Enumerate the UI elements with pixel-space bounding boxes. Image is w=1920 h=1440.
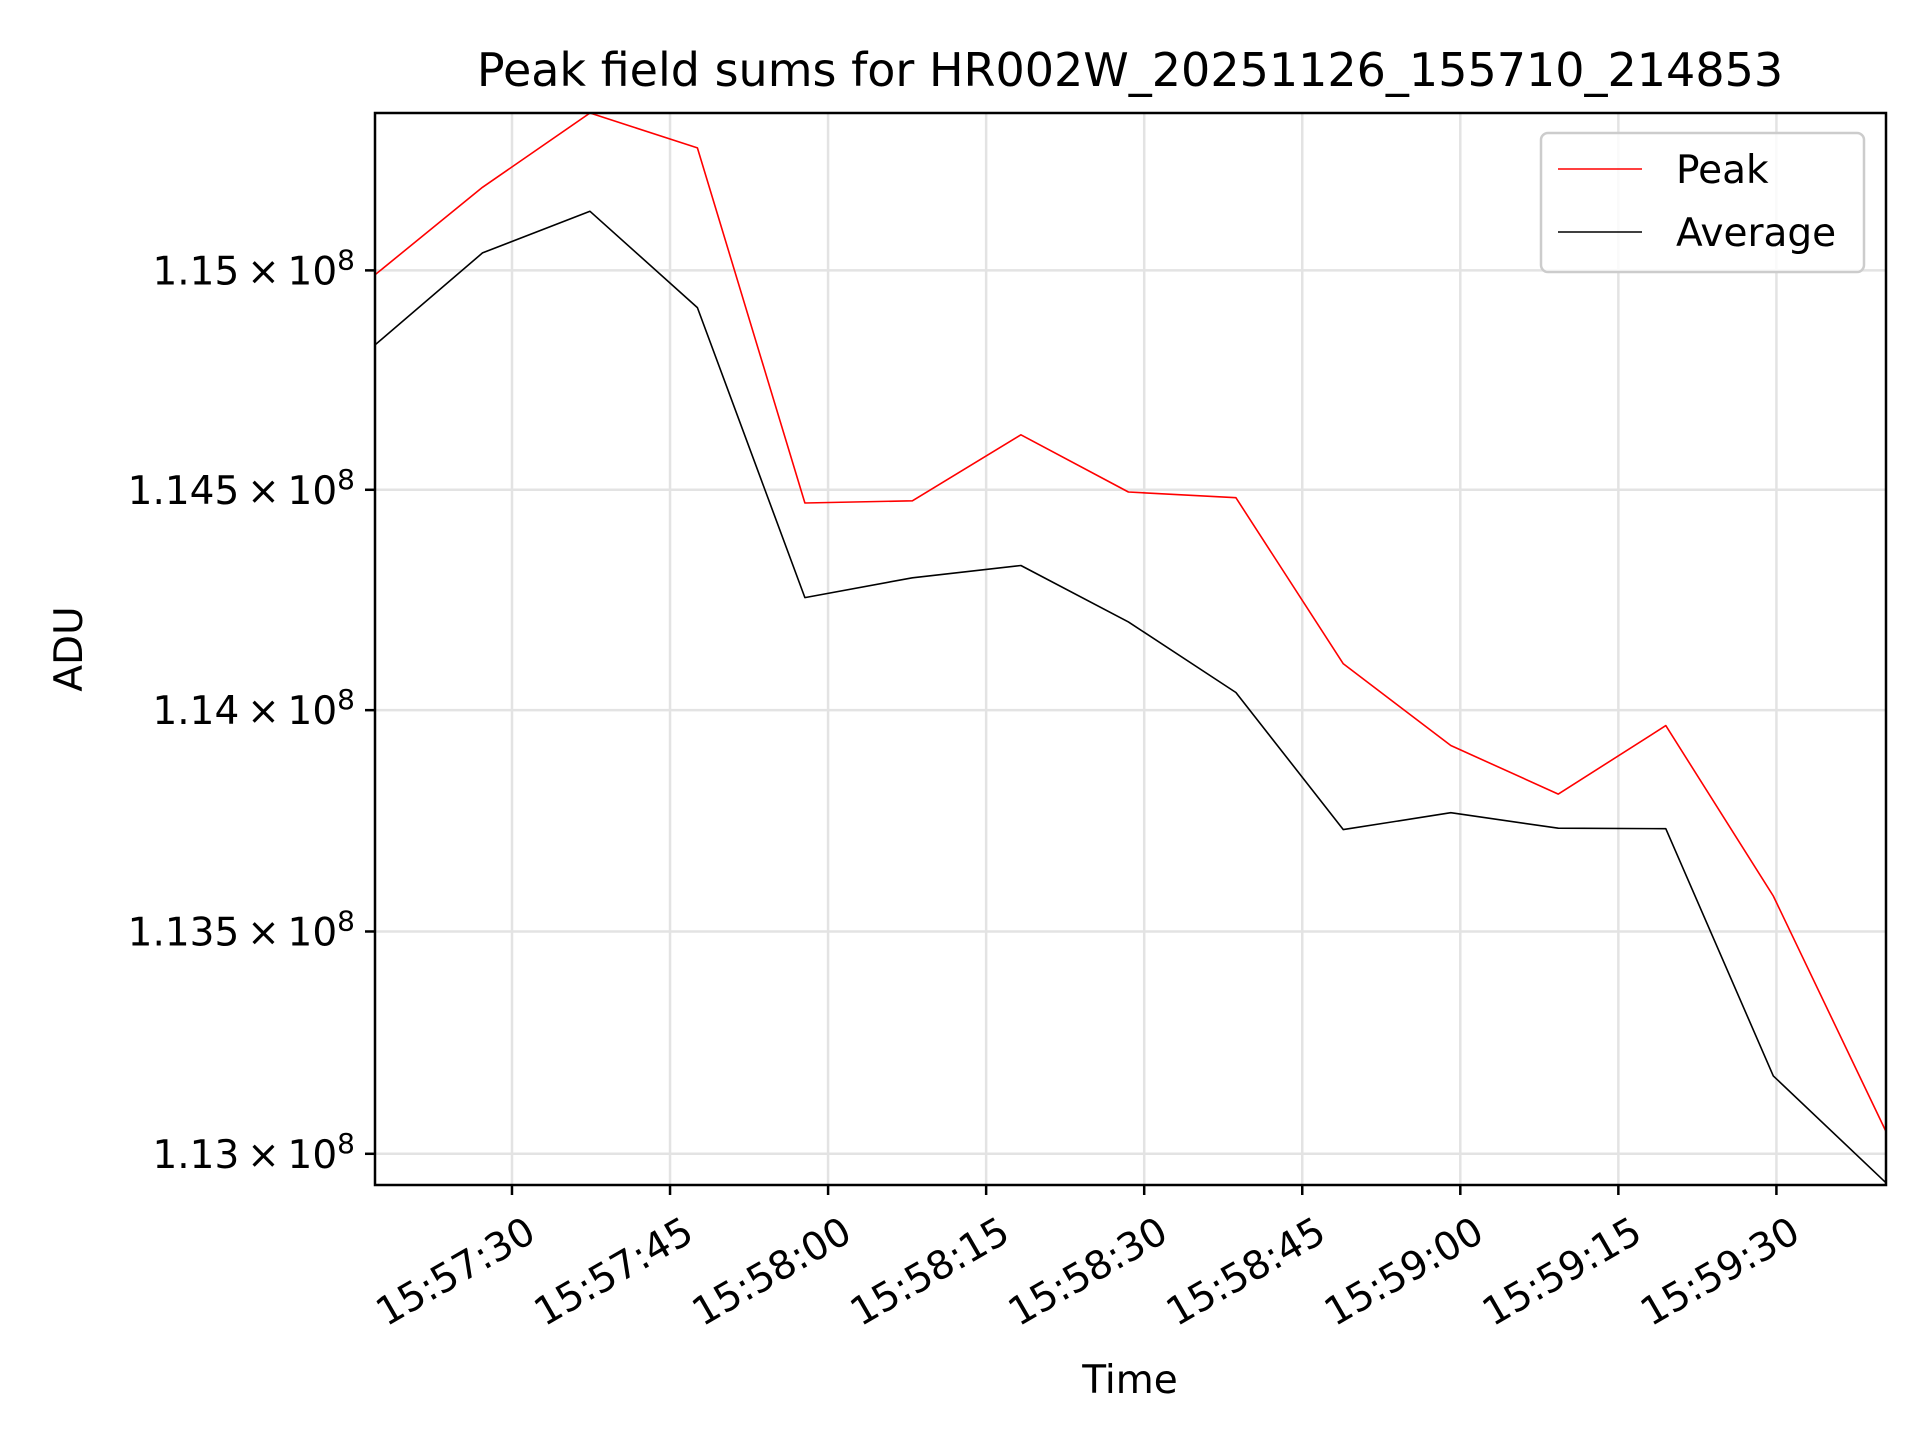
chart-title: Peak field sums for HR002W_20251126_1557… <box>477 43 1783 97</box>
average-data-point <box>1557 827 1559 829</box>
average-data-point <box>482 252 484 254</box>
y-tick-label: 1.15 × 108 <box>152 243 355 294</box>
peak-data-point <box>804 502 806 504</box>
y-tick-exponent: × 10 <box>239 910 337 955</box>
average-data-point <box>1342 829 1344 831</box>
y-tick-mantissa: 1.14 <box>152 689 239 734</box>
average-data-point <box>1127 621 1129 623</box>
y-tick-mantissa: 1.15 <box>152 249 239 294</box>
legend: Peak Average <box>1539 131 1866 274</box>
average-data-point <box>804 597 806 599</box>
peak-series-line <box>375 113 1886 1132</box>
legend-box <box>1539 131 1866 274</box>
peak-data-point <box>1450 745 1452 747</box>
peak-data-point <box>1127 491 1129 493</box>
average-data-point <box>1020 565 1022 567</box>
y-tick-exponent-power: 8 <box>337 243 355 276</box>
x-axis-label: Time <box>1081 1358 1177 1403</box>
peak-data-point <box>696 147 698 149</box>
y-tick-label: 1.13 × 108 <box>152 1127 355 1178</box>
peak-data-point <box>1772 895 1774 897</box>
peak-data-point <box>482 186 484 188</box>
y-tick-label: 1.14 × 108 <box>152 683 355 734</box>
y-tick-mantissa: 1.145 <box>128 469 240 514</box>
y-tick-label: 1.135 × 108 <box>128 904 355 955</box>
average-data-point <box>589 210 591 212</box>
plot-frame <box>373 111 1888 1187</box>
peak-data-point <box>1557 793 1559 795</box>
gridlines <box>375 113 1886 1185</box>
average-data-point <box>1450 812 1452 814</box>
average-data-point <box>1235 692 1237 694</box>
y-axis-label: ADU <box>47 606 92 691</box>
average-data-point <box>911 577 913 579</box>
y-tick-mantissa: 1.13 <box>152 1133 239 1178</box>
peak-data-point <box>1020 434 1022 436</box>
peak-data-point <box>1342 663 1344 665</box>
peak-data-point <box>1665 725 1667 727</box>
y-tick-exponent: × 10 <box>239 469 337 514</box>
peak-data-point <box>1235 497 1237 499</box>
y-tick-exponent-power: 8 <box>337 683 355 716</box>
y-tick-exponent-power: 8 <box>337 463 355 496</box>
average-data-point <box>696 307 698 309</box>
y-tick-exponent: × 10 <box>239 689 337 734</box>
legend-peak-label: Peak <box>1676 148 1769 193</box>
y-tick-label: 1.145 × 108 <box>128 463 355 514</box>
legend-average-label: Average <box>1676 211 1836 256</box>
y-tick-mantissa: 1.135 <box>128 910 240 955</box>
average-series-line <box>375 210 1886 1184</box>
y-tick-exponent: × 10 <box>239 249 337 294</box>
y-tick-exponent-power: 8 <box>337 904 355 937</box>
average-data-point <box>1665 828 1667 830</box>
average-data-point <box>1772 1075 1774 1077</box>
y-tick-exponent: × 10 <box>239 1133 337 1178</box>
peak-data-point <box>911 500 913 502</box>
y-tick-exponent-power: 8 <box>337 1127 355 1160</box>
series-lines <box>375 113 1886 1184</box>
